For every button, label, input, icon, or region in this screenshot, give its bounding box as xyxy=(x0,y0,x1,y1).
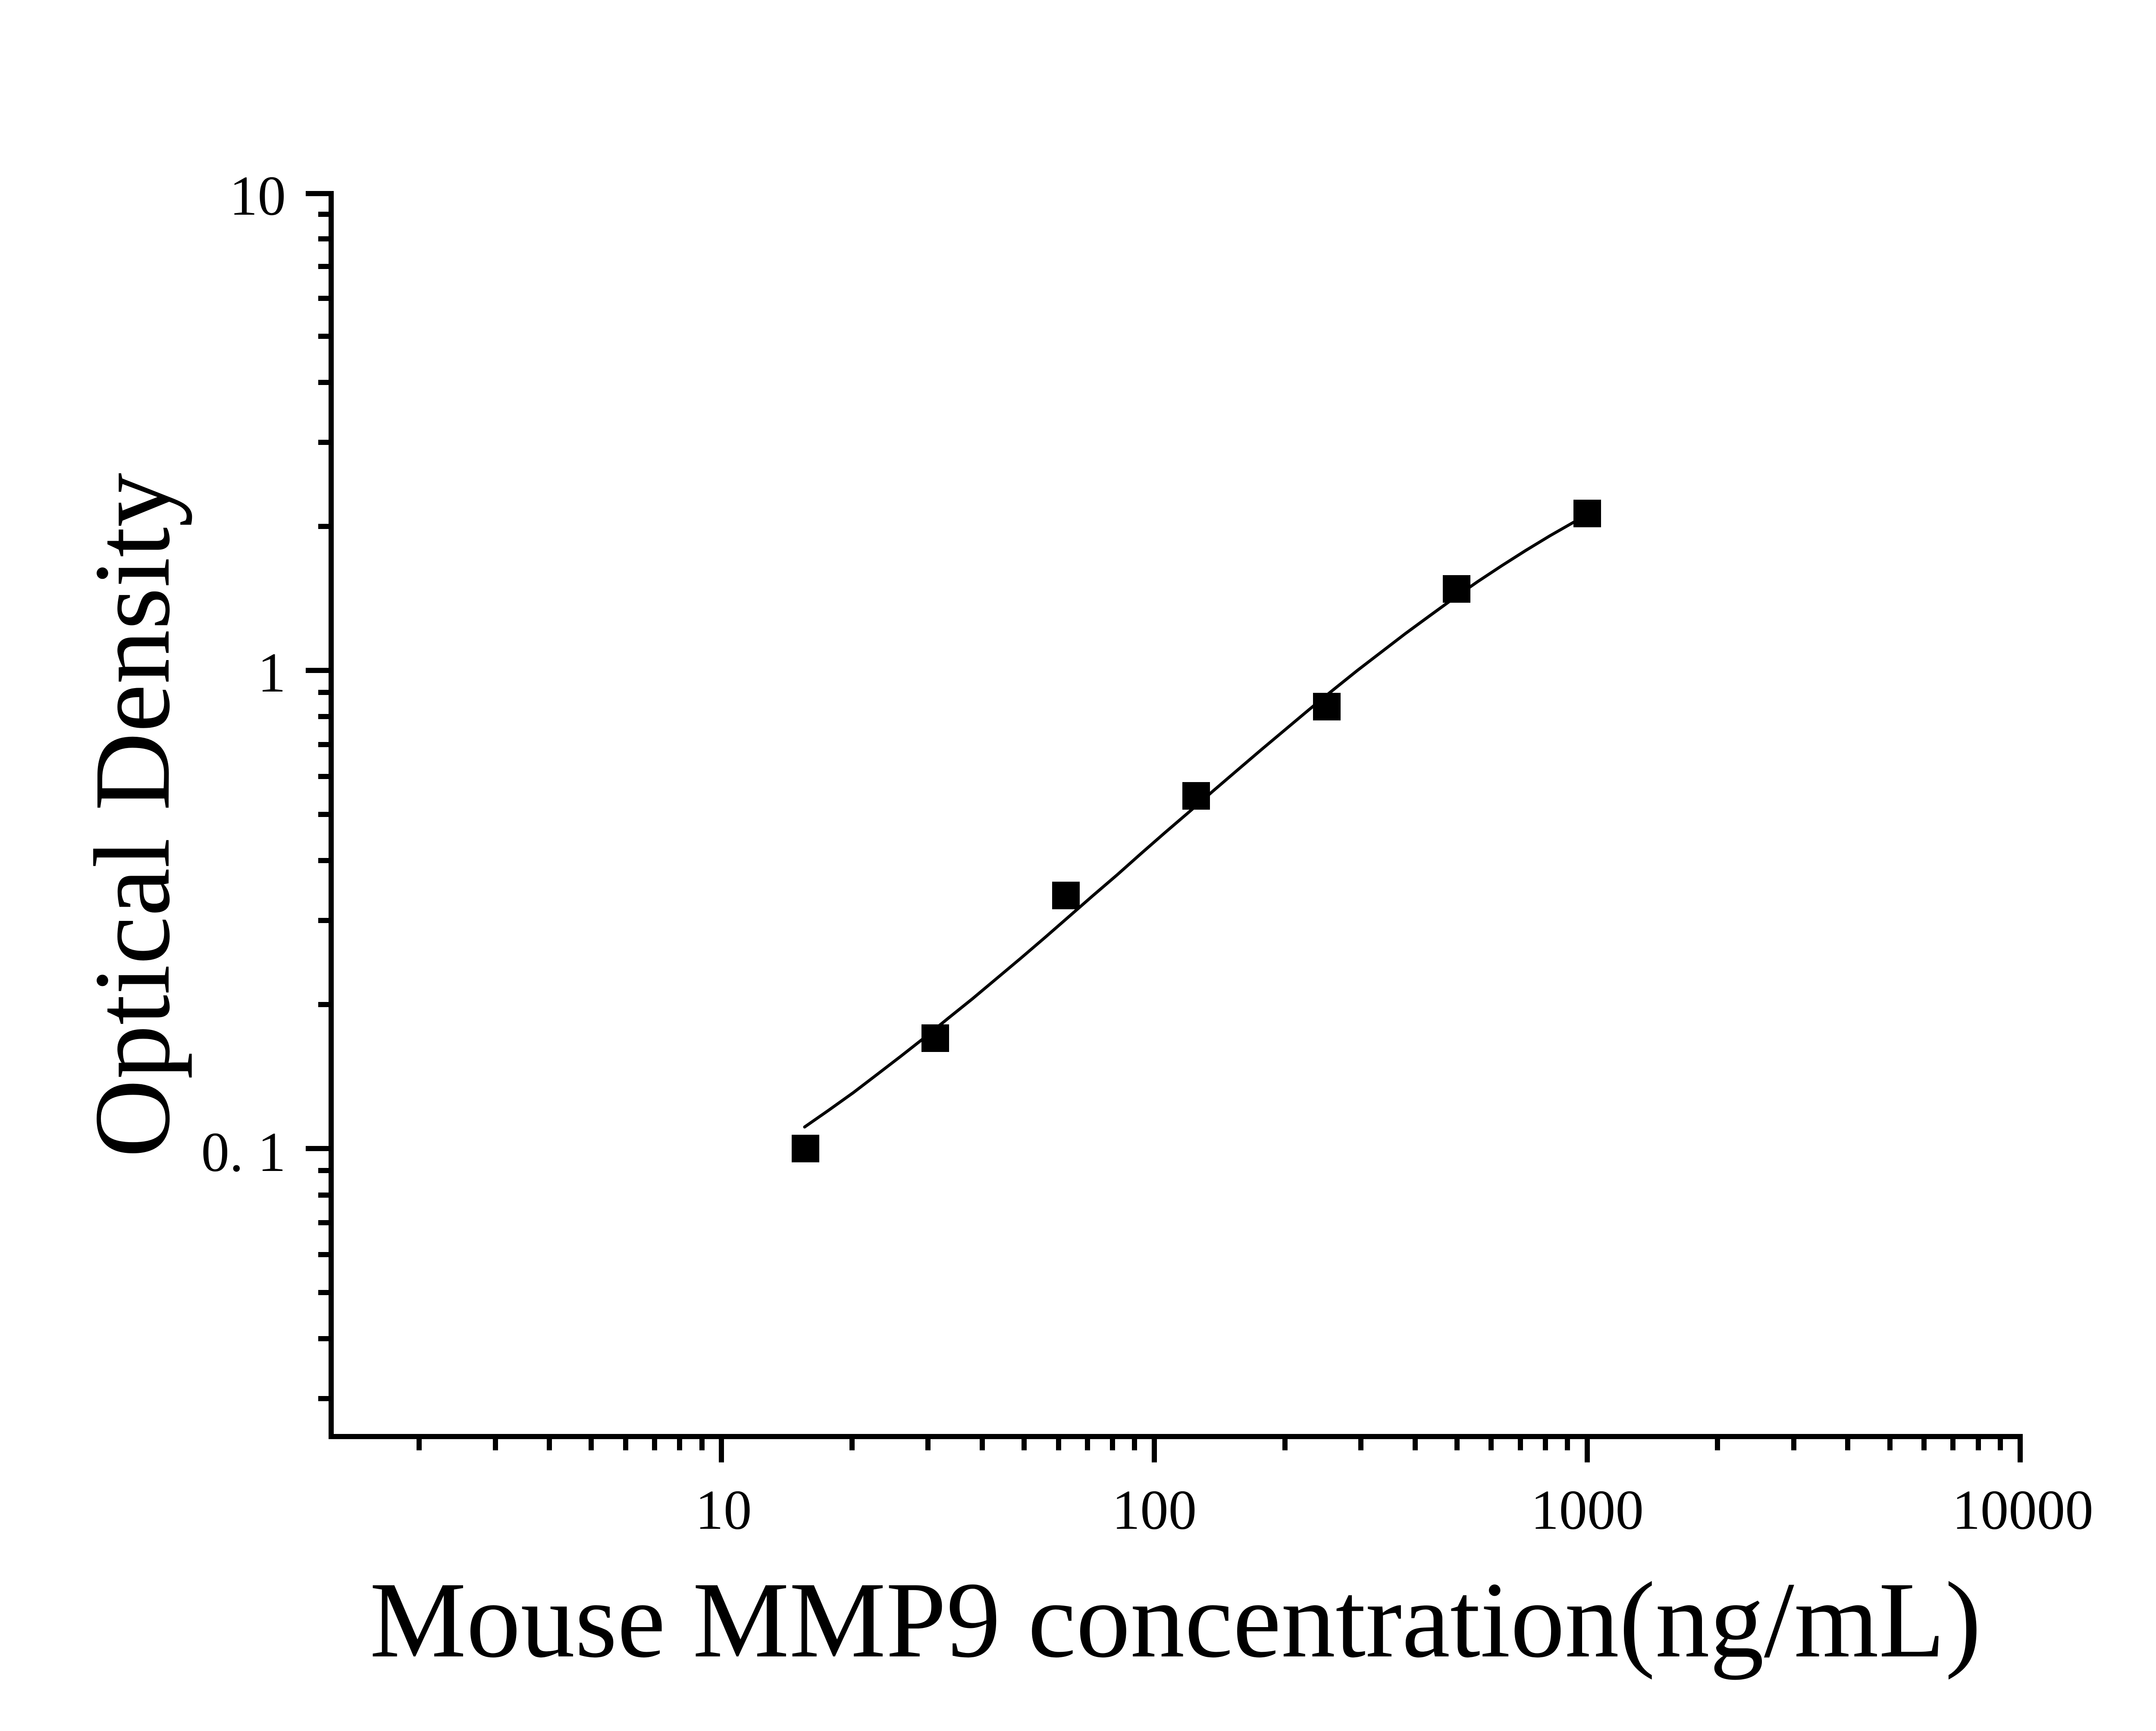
svg-text:1: 1 xyxy=(258,642,286,704)
svg-text:1000: 1000 xyxy=(1531,1479,1644,1541)
svg-text:Mouse MMP9 concentration(ng/mL: Mouse MMP9 concentration(ng/mL) xyxy=(370,1559,1981,1680)
svg-text:Optical Density: Optical Density xyxy=(72,473,192,1158)
svg-text:10000: 10000 xyxy=(1952,1479,2093,1541)
svg-text:10: 10 xyxy=(229,165,286,227)
svg-text:100: 100 xyxy=(1112,1479,1197,1541)
svg-text:0. 1: 0. 1 xyxy=(201,1121,286,1183)
svg-text:10: 10 xyxy=(696,1479,752,1541)
